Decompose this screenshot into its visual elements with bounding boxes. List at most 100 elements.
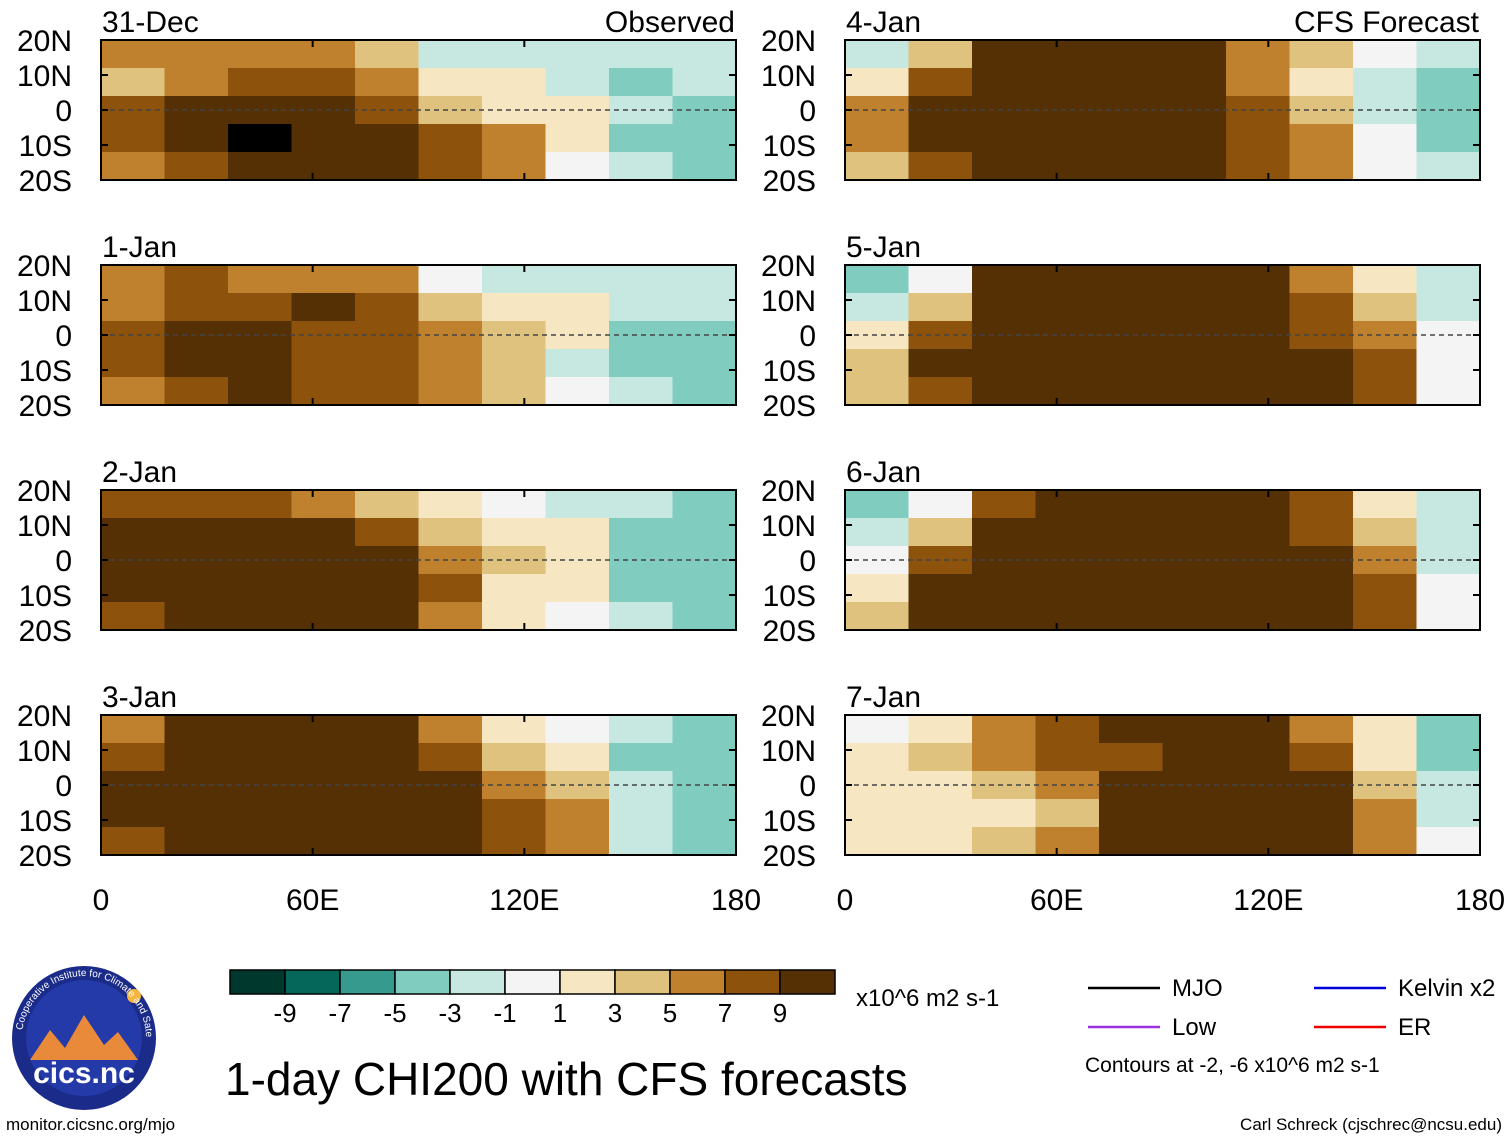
chi200-cell: [545, 574, 610, 603]
chi200-cell: [972, 490, 1037, 519]
chi200-cell: [228, 743, 293, 772]
chi200-cell: [1162, 124, 1227, 153]
chi200-cell: [672, 490, 736, 519]
chi200-cell: [1416, 518, 1480, 547]
chi200-cell: [1226, 827, 1291, 855]
chi200-cell: [418, 68, 483, 97]
chi200-cell: [1289, 68, 1354, 97]
chi200-cell: [164, 124, 229, 153]
source-url[interactable]: monitor.cicsnc.org/mjo: [6, 1115, 176, 1134]
chi200-cell: [355, 827, 420, 855]
chi200-cell: [228, 68, 293, 97]
chi200-cell: [609, 124, 674, 153]
chi200-cell: [1416, 349, 1480, 378]
chi200-cell: [164, 68, 229, 97]
chi200-cell: [418, 715, 483, 744]
chi200-cell: [101, 68, 166, 97]
colorbar-units: x10^6 m2 s-1: [856, 985, 1000, 1012]
chi200-cell: [1035, 574, 1100, 603]
chi200-cell: [1035, 124, 1100, 153]
chi200-cell: [482, 799, 547, 828]
chi200-cell: [1226, 377, 1291, 405]
chi200-cell: [1289, 349, 1354, 378]
chi200-cell: [418, 799, 483, 828]
chi200-cell: [1289, 293, 1354, 322]
panel-date: 7-Jan: [846, 681, 921, 714]
chi200-cell: [845, 152, 910, 180]
colorbar-tick-label: 7: [718, 998, 732, 1028]
chi200-cell: [482, 152, 547, 180]
contour-legend: MJO Kelvin x2 Low ER: [1088, 975, 1495, 1041]
panel-date: 1-Jan: [102, 231, 177, 264]
chi200-cell: [1353, 349, 1418, 378]
colorbar-tick-label: -5: [383, 998, 406, 1028]
chi200-cell: [1099, 265, 1164, 294]
x-tick-label: 0: [837, 884, 854, 917]
chi200-cell: [908, 40, 973, 69]
chi200-cell: [355, 377, 420, 405]
chi200-cell: [164, 377, 229, 405]
panel-label: Observed: [605, 6, 735, 39]
chi200-cell: [1162, 602, 1227, 630]
chi200-cell: [418, 518, 483, 547]
logo-sun: [127, 989, 141, 1003]
chi200-cell: [1035, 68, 1100, 97]
chi200-cell: [228, 799, 293, 828]
chi200-cell: [482, 349, 547, 378]
chi200-cell: [482, 68, 547, 97]
chi200-cell: [1289, 377, 1354, 405]
chi200-cell: [228, 518, 293, 547]
chi200-cell: [164, 490, 229, 519]
colorbar-tick-label: -1: [493, 998, 516, 1028]
y-tick-label: 20N: [17, 700, 72, 733]
chi200-cell: [672, 518, 736, 547]
chi200-cell: [418, 152, 483, 180]
chi200-cell: [291, 265, 356, 294]
chi200-cell: [908, 293, 973, 322]
logo-mountain: [30, 1015, 138, 1060]
chi200-cell: [164, 574, 229, 603]
y-tick-label: 20N: [761, 475, 816, 508]
chi200-cell: [908, 68, 973, 97]
chi200-cell: [908, 827, 973, 855]
chi200-cell: [845, 743, 910, 772]
chi200-cell: [972, 574, 1037, 603]
chi200-cell: [1162, 490, 1227, 519]
chi200-cell: [101, 602, 166, 630]
chi200-cell: [672, 68, 736, 97]
chi200-cell: [101, 152, 166, 180]
chi200-cell: [1162, 293, 1227, 322]
chi200-cell: [545, 349, 610, 378]
chi200-cell: [1162, 40, 1227, 69]
chi200-cell: [101, 377, 166, 405]
chi200-cell: [908, 602, 973, 630]
chi200-cell: [418, 293, 483, 322]
legend-label: Kelvin x2: [1398, 975, 1495, 1002]
chi200-cell: [228, 827, 293, 855]
chi200-cell: [1289, 124, 1354, 153]
chi200-cell: [164, 293, 229, 322]
chi200-cell: [908, 799, 973, 828]
legend-label: MJO: [1172, 975, 1223, 1002]
chi200-cell: [1416, 715, 1480, 744]
chi200-cell: [1416, 124, 1480, 153]
chi200-cell: [845, 799, 910, 828]
chi200-cell: [418, 574, 483, 603]
chi200-cell: [1099, 377, 1164, 405]
x-tick-label: 120E: [489, 884, 559, 917]
chi200-cell: [845, 518, 910, 547]
chi200-cell: [972, 518, 1037, 547]
chi200-cell: [1416, 40, 1480, 69]
legend-label: Low: [1172, 1014, 1217, 1041]
chi200-cell: [672, 827, 736, 855]
colorbar-swatch: [504, 969, 561, 995]
chi200-field: [845, 40, 1480, 180]
chi200-cell: [1162, 799, 1227, 828]
chi200-cell: [1353, 602, 1418, 630]
chi200-cell: [845, 349, 910, 378]
chi200-cell: [1289, 265, 1354, 294]
y-tick-label: 10S: [763, 580, 816, 613]
y-tick-label: 10N: [17, 735, 72, 768]
